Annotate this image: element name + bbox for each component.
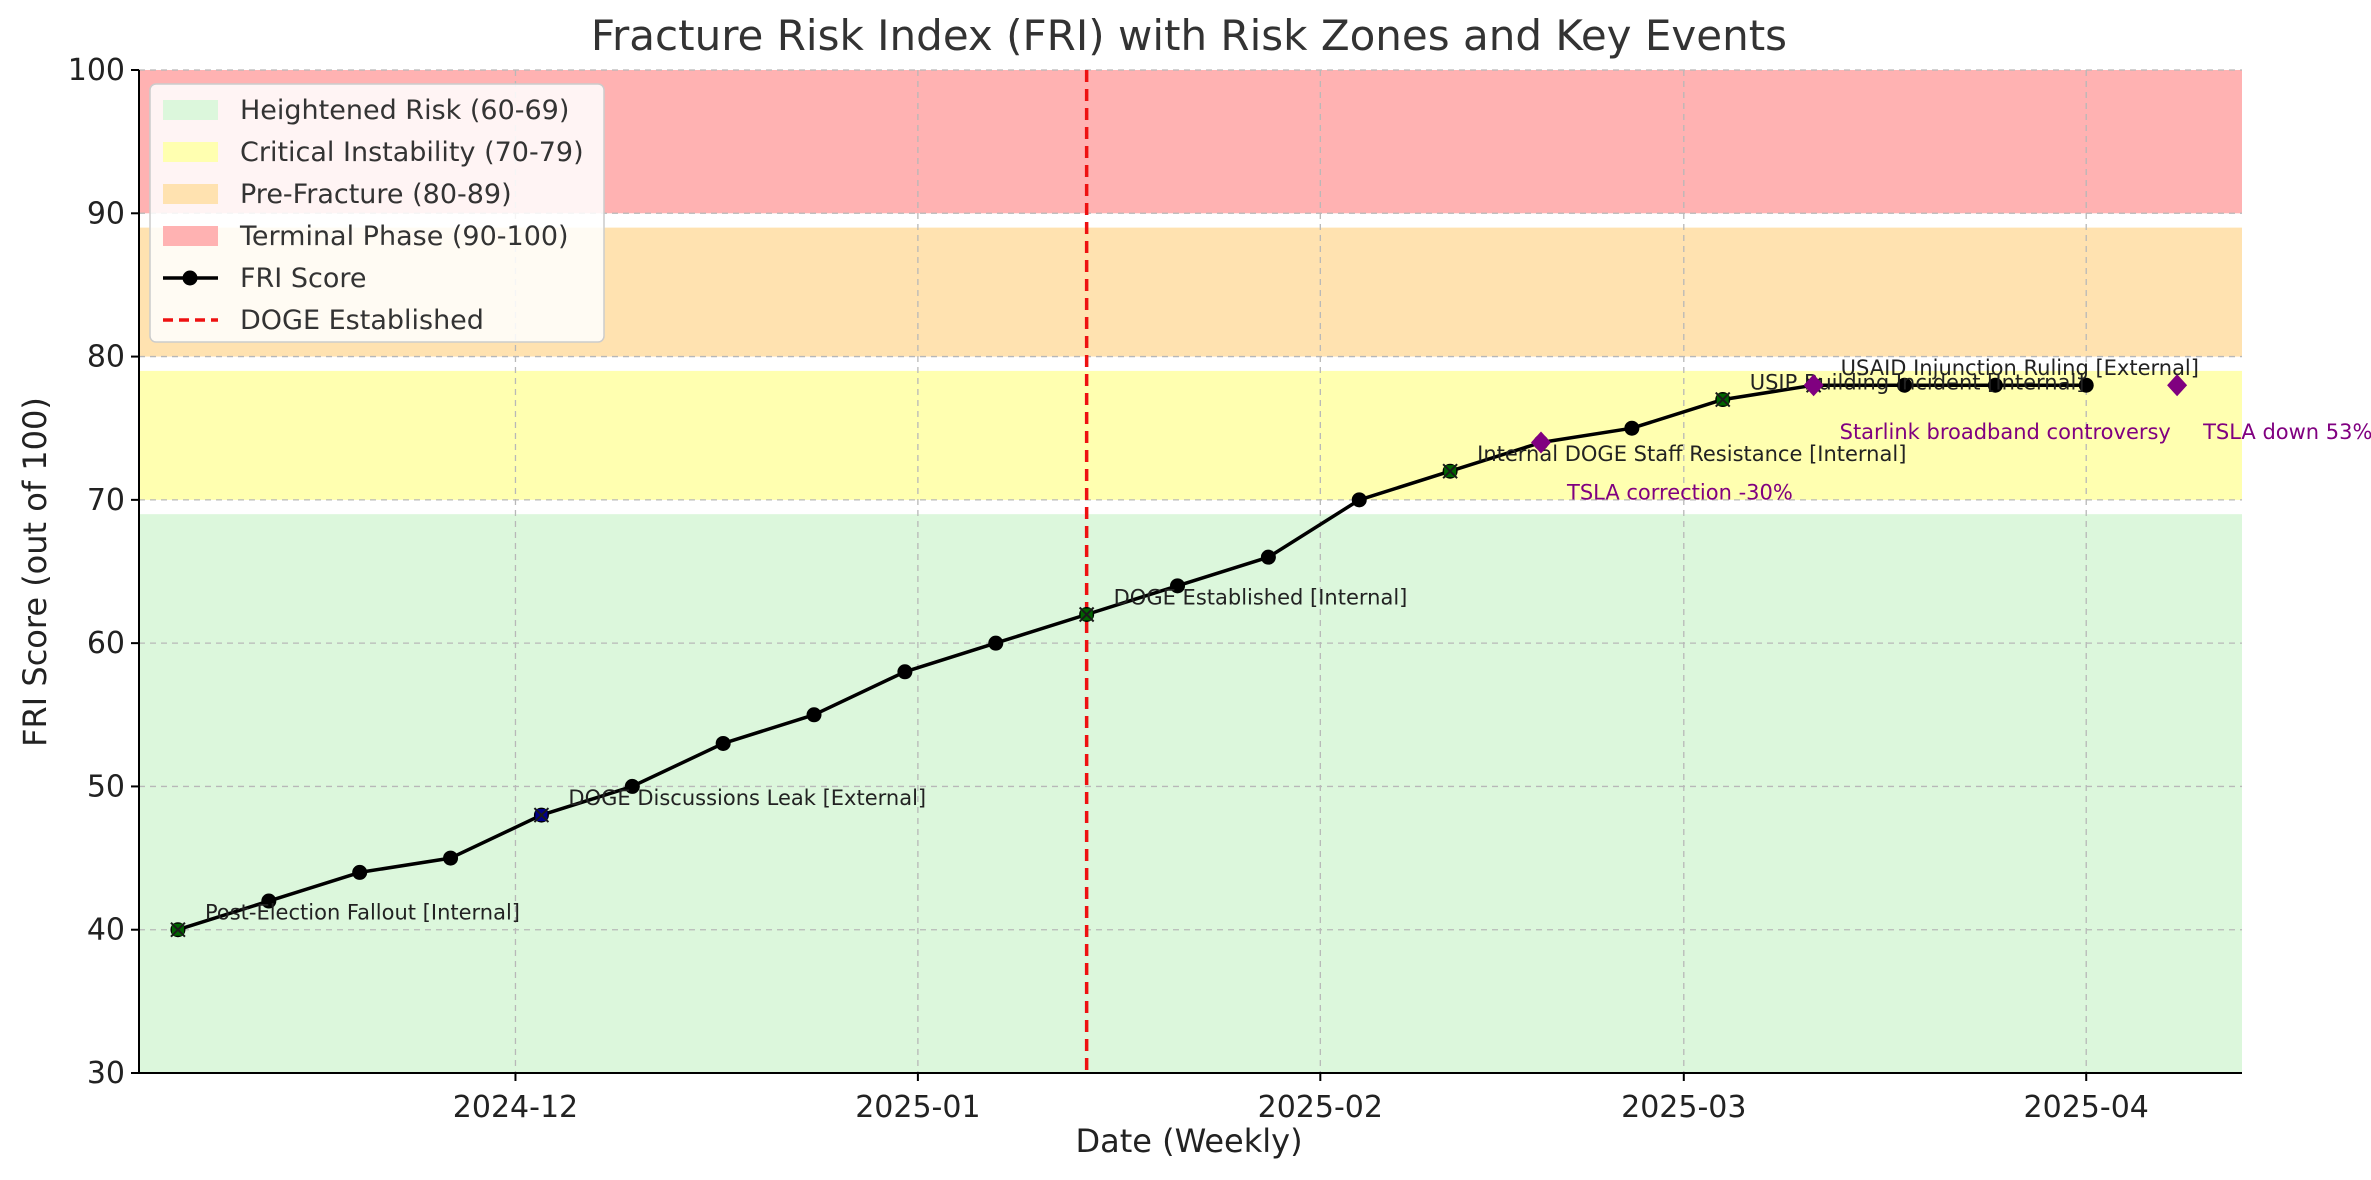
legend-label: DOGE Established xyxy=(240,305,484,336)
y-tick-label: 100 xyxy=(68,53,125,88)
data-point xyxy=(988,635,1004,651)
legend-label: Pre-Fracture (80-89) xyxy=(240,179,512,210)
market-event-label: Starlink broadband controversy xyxy=(1840,420,2171,444)
event-marker-x xyxy=(1078,606,1095,623)
data-point xyxy=(715,735,731,751)
legend-swatch-heightened-risk-60-69 xyxy=(163,100,218,120)
legend-label: Heightened Risk (60-69) xyxy=(240,95,569,126)
legend-swatch-critical-instability-70-79 xyxy=(163,142,218,162)
event-label: Internal DOGE Staff Resistance [Internal… xyxy=(1477,442,1906,466)
data-point xyxy=(1260,549,1276,565)
market-event-marker xyxy=(2167,374,2188,397)
chart-title: Fracture Risk Index (FRI) with Risk Zone… xyxy=(591,11,1787,60)
market-event-label: TSLA down 53% xyxy=(2202,420,2371,444)
data-point xyxy=(1351,492,1367,508)
market-event-marker xyxy=(1531,431,1551,454)
market-event-marker xyxy=(1803,374,1824,397)
data-point xyxy=(806,707,822,723)
tick-labels: 30 40 50 60 70 80 90 100 2024-12 2025-01 2025-02 20… xyxy=(68,53,2149,1125)
event-label: Post-Election Fallout [Internal] xyxy=(205,901,520,925)
event-label: DOGE Established [Internal] xyxy=(1114,585,1408,609)
event-label: DOGE Discussions Leak [External] xyxy=(568,786,926,810)
event-marker-x xyxy=(1442,463,1458,479)
event-label: USAID Injunction Ruling [External] xyxy=(1841,356,2199,380)
x-tick-label: 2024-12 xyxy=(453,1090,578,1125)
legend-label: FRI Score xyxy=(240,263,366,294)
x-tick-label: 2025-01 xyxy=(855,1090,980,1125)
x-tick-label: 2025-03 xyxy=(1621,1090,1746,1125)
data-point xyxy=(624,778,640,794)
y-tick-label: 50 xyxy=(87,769,125,804)
legend-swatch-terminal-phase-90-100 xyxy=(163,226,218,246)
market-event-label: TSLA correction -30% xyxy=(1566,481,1793,505)
x-tick-label: 2025-02 xyxy=(1258,1090,1383,1125)
zone-critical-instability-70-79 xyxy=(139,370,2242,500)
data-point xyxy=(1987,377,2003,393)
y-tick-label: 80 xyxy=(87,340,125,375)
data-point xyxy=(261,893,277,909)
event-label: USIP Building Incident [Internal] xyxy=(1750,371,2085,395)
y-tick-label: 40 xyxy=(87,913,125,948)
legend-label: Critical Instability (70-79) xyxy=(240,137,584,168)
data-point xyxy=(897,664,913,680)
x-axis-label: Date (Weekly) xyxy=(1075,1122,1302,1160)
legend-swatch-fri-point xyxy=(182,270,198,286)
axes xyxy=(138,70,2242,1074)
legend-swatch-pre-fracture-80-89 xyxy=(163,184,218,204)
event-marker-x xyxy=(533,807,550,823)
series-line xyxy=(177,383,2087,932)
zone-heightened-risk-60-69 xyxy=(139,514,2242,1073)
y-axis-label: FRI Score (out of 100) xyxy=(16,397,54,747)
legend: Heightened Risk (60-69) Critical Instabil… xyxy=(149,83,605,343)
y-tick-label: 30 xyxy=(87,1056,125,1091)
risk-zones xyxy=(139,70,2242,1073)
x-tick-label: 2025-04 xyxy=(2024,1090,2149,1125)
y-tick-label: 70 xyxy=(87,483,125,518)
y-tick-label: 90 xyxy=(87,196,125,231)
data-point xyxy=(1624,420,1640,436)
y-tick-label: 60 xyxy=(87,626,125,661)
data-point xyxy=(1170,578,1186,594)
legend-label: Terminal Phase (90-100) xyxy=(239,221,569,252)
data-point xyxy=(1896,377,1912,393)
event-marker-x xyxy=(170,922,186,938)
event-marker-x xyxy=(1715,391,1731,408)
data-point xyxy=(352,864,368,880)
event-markers: Post-Election Fallout [Internal] DOGE Dis… xyxy=(170,356,2371,938)
data-point xyxy=(443,850,459,866)
data-point xyxy=(2078,377,2094,393)
legend-box xyxy=(149,83,605,343)
